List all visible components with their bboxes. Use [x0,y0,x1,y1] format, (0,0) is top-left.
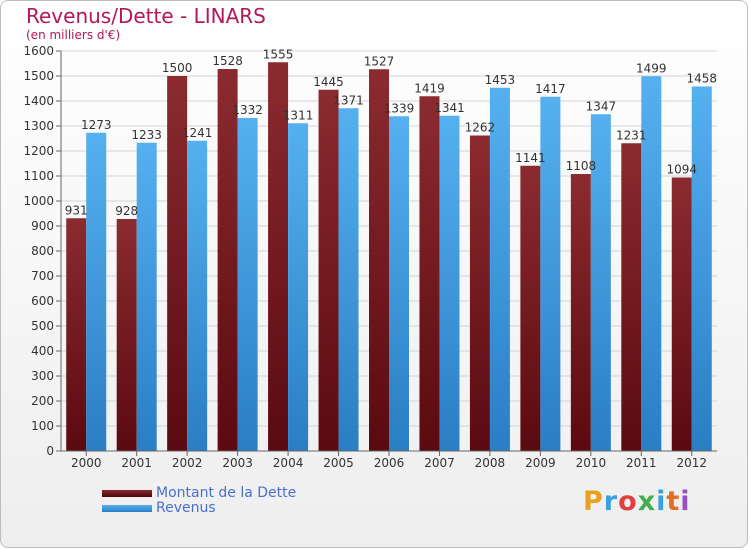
data-label: 1094 [666,163,697,177]
data-label: 1371 [333,93,364,107]
revenus-bar [691,86,712,451]
data-label: 1347 [586,99,617,113]
data-label: 1419 [414,81,445,95]
data-label: 1453 [485,73,516,87]
x-tick-label: 2003 [222,456,253,470]
dette-bar [66,218,87,451]
logo-letter: i [656,486,667,517]
logo-letter: x [637,486,657,517]
revenus-bar [86,132,107,451]
logo-letter: t [666,486,681,517]
logo-letter: i [680,486,691,517]
dette-bar [520,165,541,451]
proxiti-logo: Proxiti [583,486,691,517]
data-label: 1500 [162,61,193,75]
y-tick-label: 1500 [23,69,54,83]
x-tick-label: 2004 [273,456,304,470]
y-tick-label: 1200 [23,144,54,158]
x-tick-label: 2001 [121,456,152,470]
revenus-bar [641,76,662,451]
x-tick-label: 2006 [374,456,405,470]
y-tick-label: 200 [31,394,54,408]
x-tick-label: 2000 [71,456,102,470]
y-tick-label: 700 [31,269,54,283]
logo-letter: P [583,486,604,517]
y-tick-label: 1100 [23,169,54,183]
dette-bar [419,96,440,451]
y-tick-label: 600 [31,294,54,308]
legend-item-dette: Montant de la Dette [102,486,296,500]
dette-bar [671,177,692,451]
revenus-bar [288,123,309,451]
y-tick-label: 1600 [23,44,54,58]
data-label: 1528 [212,54,243,68]
data-label: 1262 [465,121,496,135]
y-tick-label: 1000 [23,194,54,208]
legend-item-revenus: Revenus [102,501,216,515]
data-label: 1231 [616,128,647,142]
data-label: 1332 [232,103,263,117]
chart-subtitle: (en milliers d'€) [26,28,121,42]
data-label: 1341 [434,101,465,115]
data-label: 1241 [182,126,213,140]
legend-label-dette: Montant de la Dette [156,485,297,501]
logo-letter: r [603,486,619,517]
legend-swatch-revenus [102,504,152,512]
y-tick-label: 1400 [23,94,54,108]
data-label: 1141 [515,151,546,165]
data-label: 1445 [313,75,344,89]
data-label: 1311 [283,108,314,122]
revenus-bar [489,87,510,451]
data-label: 1555 [263,47,294,61]
y-tick-label: 500 [31,319,54,333]
data-label: 931 [65,203,88,217]
legend-swatch-dette [102,489,152,497]
data-label: 1417 [535,82,566,96]
revenus-bar [389,116,409,451]
revenus-bar [136,142,157,451]
x-tick-label: 2005 [323,456,354,470]
dette-bar [268,62,289,451]
data-label: 928 [115,204,138,218]
x-tick-label: 2011 [626,456,657,470]
dette-bar [369,69,389,451]
y-tick-label: 100 [31,419,54,433]
x-tick-label: 2009 [525,456,556,470]
data-label: 1108 [566,159,597,173]
y-tick-label: 1300 [23,119,54,133]
y-tick-label: 400 [31,344,54,358]
legend-label-revenus: Revenus [156,500,216,516]
logo-letter: o [618,486,638,517]
x-tick-label: 2012 [676,456,707,470]
revenus-bar [237,118,258,451]
x-tick-label: 2002 [172,456,203,470]
data-label: 1273 [81,118,112,132]
data-label: 1527 [364,54,395,68]
dette-bar [318,89,339,451]
x-tick-label: 2008 [475,456,506,470]
dette-bar [116,219,137,451]
y-tick-label: 800 [31,244,54,258]
revenus-bar [590,114,611,451]
dette-bar [217,69,238,451]
dette-bar [167,76,188,451]
revenus-bar [439,115,460,451]
revenus-bar [338,108,359,451]
data-label: 1339 [384,101,415,115]
y-tick-label: 0 [46,444,54,458]
data-label: 1499 [636,61,667,75]
data-label: 1233 [131,128,162,142]
dette-bar [621,143,642,451]
data-label: 1458 [686,72,717,86]
chart-title: Revenus/Dette - LINARS [26,4,266,28]
dette-bar [570,174,591,451]
x-tick-label: 2010 [576,456,607,470]
y-tick-label: 300 [31,369,54,383]
dette-bar [469,135,490,451]
revenus-bar [187,140,208,451]
revenus-bar [540,96,561,451]
y-tick-label: 900 [31,219,54,233]
x-tick-label: 2007 [424,456,455,470]
